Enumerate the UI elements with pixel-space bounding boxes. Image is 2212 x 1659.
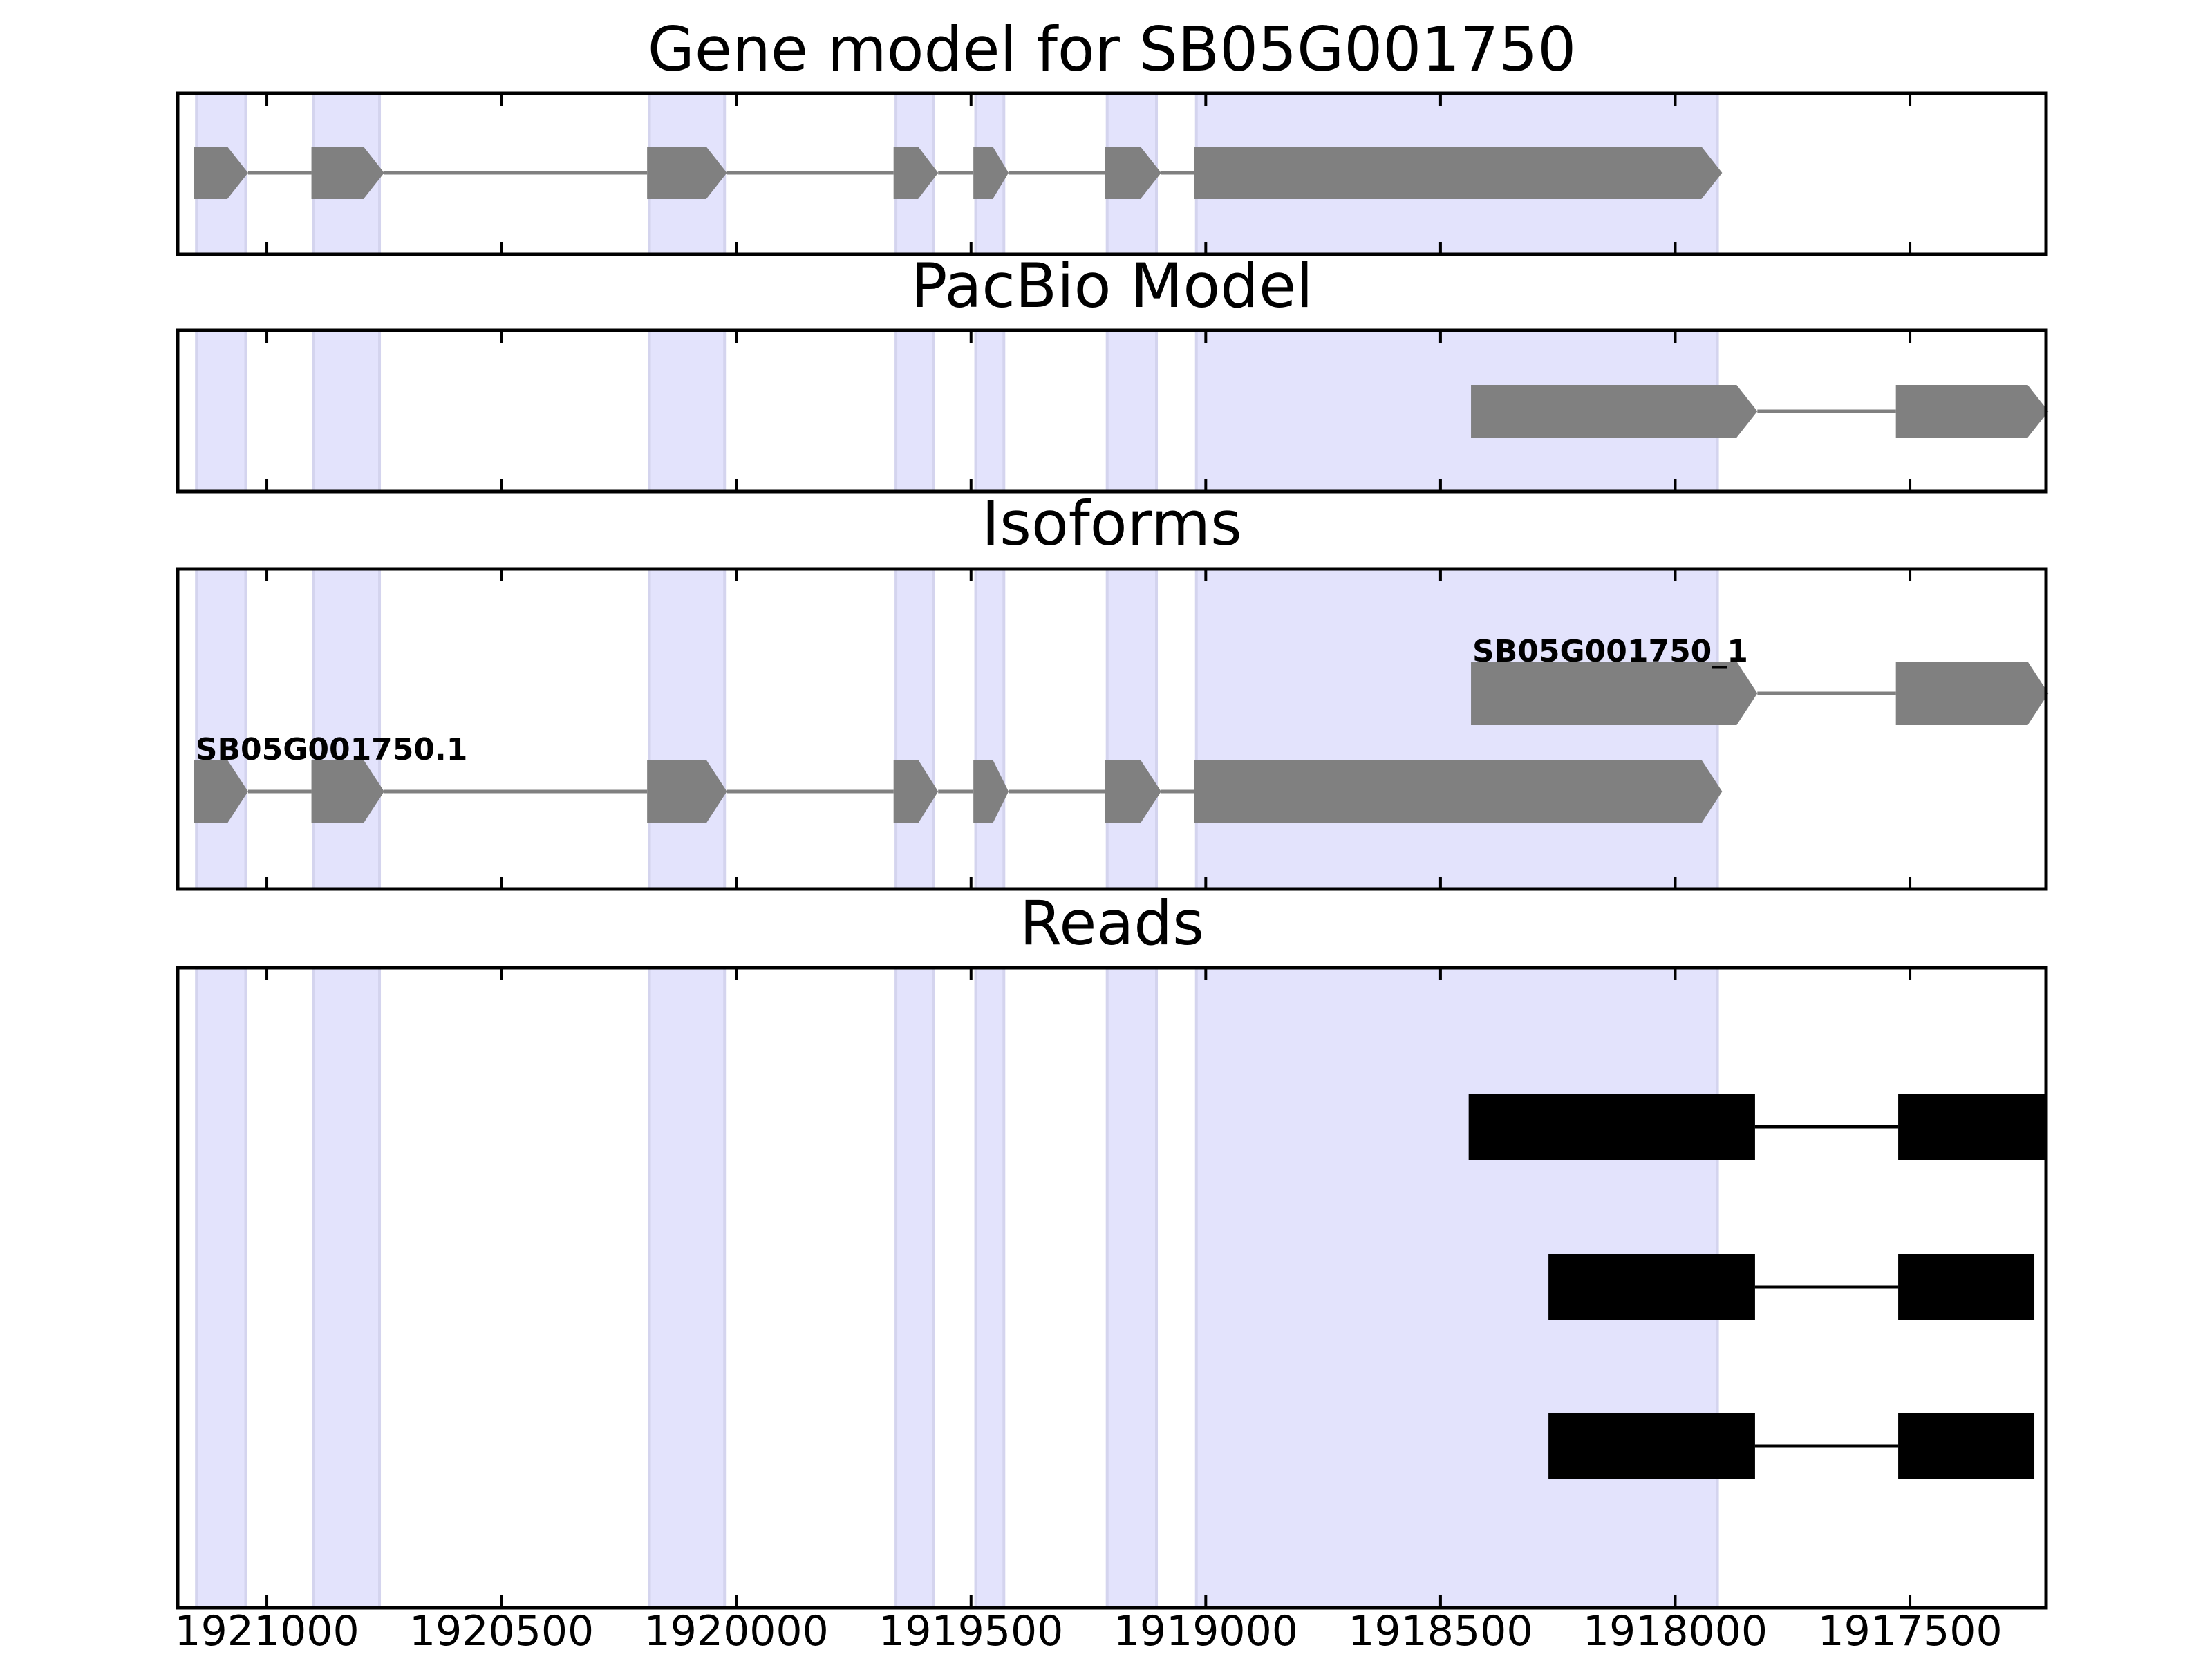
panel-0: Gene model for SB05G001750 [176,14,2048,256]
exon-shading-region [195,329,247,493]
exon-shading-region [894,329,935,493]
exon-shading-region [312,568,382,890]
exon-shading-region [974,329,1006,493]
exon-shading-region [1105,568,1159,890]
panels-group: Gene model for SB05G001750 PacBio Model Is… [174,14,2049,1656]
panel-2: Isoforms SB05G001750_1 SB05G001750.1 [176,488,2049,891]
exon-arrow [1105,147,1161,199]
exon-arrow [311,760,384,823]
x-tick-label: 1921000 [174,1607,359,1656]
read-block [1548,1413,1755,1479]
panel-3: Reads 1921000 1920500 1920000 1919500 1919000… [174,888,2048,1656]
read-row [1548,1413,2035,1479]
x-tick-label: 1917500 [1817,1607,2002,1656]
read-block [1898,1254,2035,1320]
panel-frame [176,328,2048,494]
exon-shading-region [1105,966,1159,1609]
exon-arrow [973,760,1009,823]
exon-arrow [973,147,1009,199]
exon-shading-region [648,568,727,890]
read-block [1468,1094,1755,1160]
exon-shading-region [648,966,727,1609]
exon-arrow [1194,760,1723,823]
isoform-label: SB05G001750_1 [1472,634,1748,669]
x-tick-label: 1918500 [1348,1607,1533,1656]
exon-shading-region [648,329,727,493]
exon-shading-region [894,966,935,1609]
panel-title: Isoforms [982,488,1242,559]
exon-arrow [1105,760,1161,823]
exon-shading-region [894,568,935,890]
panel-title: Reads [1020,888,1204,959]
read-block [1898,1413,2035,1479]
exon-shading-region [974,568,1006,890]
exon-shading-region [1105,329,1159,493]
exon-shading-region [195,966,247,1609]
exon-shading-region [312,329,382,493]
isoform-label: SB05G001750.1 [196,732,468,767]
exon-shading-region [1194,568,1719,890]
exon-arrow [1895,385,2049,438]
panel-frame [176,966,2048,1610]
read-row [1548,1254,2035,1320]
panel-title: PacBio Model [910,250,1313,321]
panel-frame [176,91,2048,256]
exon-shading-region [195,568,247,890]
read-row [1468,1094,2046,1160]
exon-arrow [311,147,384,199]
exon-arrow [1194,147,1723,199]
x-tick-label: 1919000 [1114,1607,1298,1656]
exon-arrow [1471,385,1758,438]
panel-1: PacBio Model [176,250,2049,494]
exon-shading-region [312,966,382,1609]
exon-arrow [194,760,248,823]
transcript-row: SB05G001750.1 [194,732,1723,823]
panel-title: Gene model for SB05G001750 [648,14,1577,85]
exon-arrow [1895,662,2049,725]
read-block [1548,1254,1755,1320]
panel-frame [176,567,2048,891]
exon-arrow [893,760,939,823]
exon-arrow [647,147,727,199]
x-tick-label: 1920500 [409,1607,594,1656]
exon-arrow [647,760,727,823]
exon-arrow [893,147,939,199]
transcript-row [194,147,1723,199]
transcript-row [1471,385,2049,438]
x-tick-label: 1919500 [879,1607,1063,1656]
x-tick-label: 1920000 [644,1607,829,1656]
x-tick-label: 1918000 [1583,1607,1768,1656]
exon-arrow [1471,662,1758,725]
transcript-row: SB05G001750_1 [1471,634,2049,725]
exon-arrow [194,147,248,199]
exon-shading-region [974,966,1006,1609]
read-block [1898,1094,2046,1160]
